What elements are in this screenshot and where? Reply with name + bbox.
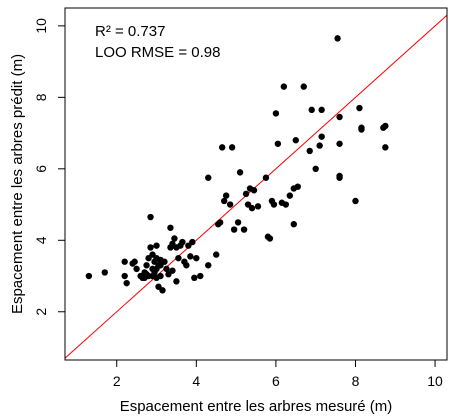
data-point — [161, 258, 168, 265]
data-point — [352, 197, 359, 205]
data-point — [175, 254, 182, 262]
data-point — [147, 244, 154, 251]
y-tick-label: 6 — [33, 165, 49, 173]
data-point — [334, 35, 341, 42]
data-point — [171, 235, 178, 242]
x-tick-label: 10 — [427, 373, 443, 389]
y-tick-label: 8 — [33, 93, 49, 101]
x-tick-label: 2 — [113, 373, 121, 389]
data-point — [189, 238, 196, 246]
y-axis-title: Espacement entre les arbres prédit (m) — [9, 54, 26, 314]
data-point — [218, 144, 226, 151]
data-point — [197, 272, 204, 280]
data-point — [242, 190, 250, 198]
x-tick-label: 6 — [272, 373, 280, 389]
data-point — [220, 197, 228, 205]
data-point — [382, 144, 389, 151]
data-point — [248, 204, 256, 212]
data-points — [85, 35, 389, 294]
data-point — [300, 83, 307, 90]
data-point — [85, 272, 93, 280]
data-point — [336, 140, 343, 147]
data-point — [205, 262, 212, 269]
identity-reference-line — [65, 14, 447, 359]
data-point — [153, 242, 160, 249]
data-point — [121, 258, 128, 265]
data-point — [179, 238, 186, 246]
data-point — [318, 133, 325, 140]
data-point — [272, 110, 280, 117]
data-point — [167, 224, 174, 231]
data-point — [286, 192, 294, 199]
data-point — [205, 174, 212, 181]
x-tick-label: 4 — [192, 373, 200, 389]
data-point — [234, 219, 242, 226]
data-point — [306, 147, 313, 155]
data-point — [187, 253, 194, 260]
data-point — [222, 192, 230, 199]
data-point — [147, 213, 154, 221]
data-point — [308, 106, 315, 114]
data-point — [292, 137, 299, 144]
x-axis-title: Espacement entre les arbres mesuré (m) — [120, 398, 393, 415]
data-point — [131, 258, 138, 265]
data-point — [213, 251, 220, 258]
data-point — [163, 265, 170, 273]
loo-rmse-annotation: LOO RMSE = 0.98 — [95, 44, 220, 61]
data-point — [191, 274, 198, 282]
data-point — [240, 226, 248, 233]
data-point — [382, 122, 389, 130]
plot-area — [65, 14, 447, 359]
x-axis: 2 4 6 8 10 — [113, 360, 443, 389]
data-point — [274, 140, 282, 147]
data-point — [280, 83, 288, 90]
data-point — [270, 201, 278, 208]
data-point — [121, 272, 128, 280]
data-point — [312, 165, 319, 173]
data-point — [356, 104, 363, 112]
data-point — [133, 265, 140, 273]
data-point — [262, 174, 270, 181]
data-point — [318, 106, 325, 114]
data-point — [236, 169, 244, 176]
data-point — [228, 144, 236, 151]
y-tick-label: 2 — [33, 308, 49, 316]
r-squared-annotation: R² = 0.737 — [95, 23, 165, 40]
data-point — [173, 278, 180, 285]
data-point — [143, 262, 150, 269]
data-point — [316, 142, 323, 149]
data-point — [230, 226, 238, 233]
x-tick-label: 8 — [352, 373, 360, 389]
data-point — [101, 269, 108, 276]
data-point — [216, 219, 224, 226]
data-point — [159, 287, 166, 294]
y-tick-label: 4 — [33, 236, 49, 244]
data-point — [169, 267, 176, 274]
data-point — [290, 221, 298, 228]
data-point — [250, 187, 258, 194]
data-point — [226, 201, 234, 208]
data-point — [193, 254, 200, 262]
data-point — [336, 174, 343, 181]
y-axis: 2 4 6 8 10 — [33, 18, 65, 316]
data-point — [294, 183, 301, 190]
data-point — [157, 272, 164, 280]
y-tick-label: 10 — [33, 18, 49, 34]
data-point — [336, 113, 343, 121]
data-point — [282, 201, 290, 208]
data-point — [358, 126, 365, 133]
data-point — [183, 262, 190, 269]
data-point — [123, 279, 130, 287]
plot-frame — [64, 7, 448, 361]
data-point — [266, 235, 274, 242]
data-point — [254, 203, 262, 210]
